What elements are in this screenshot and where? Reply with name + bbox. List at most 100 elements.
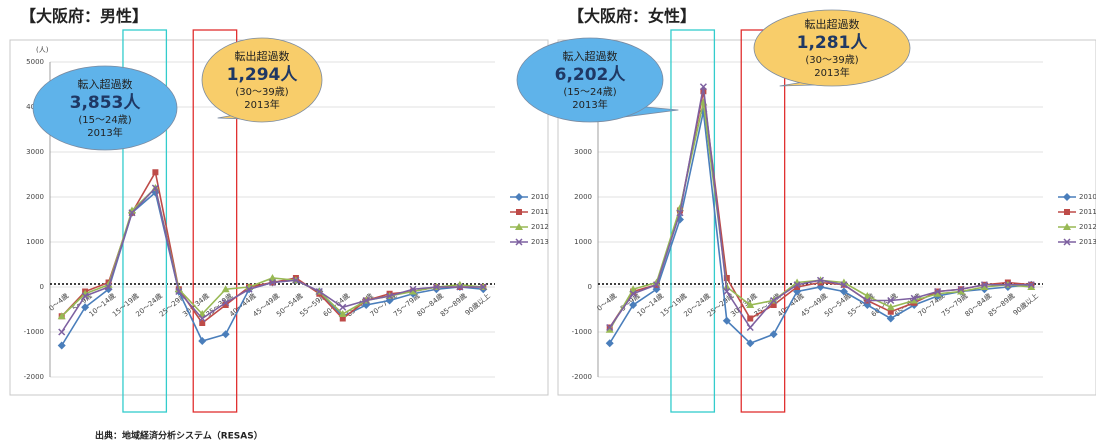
marker: [839, 287, 848, 296]
callout-label: 転出超過数: [805, 17, 860, 31]
callout-age: (30～39歳): [235, 86, 288, 98]
marker: [1027, 283, 1036, 290]
marker: [81, 303, 90, 312]
marker: [746, 301, 755, 308]
marker: [58, 328, 66, 336]
marker: [747, 315, 754, 322]
marker: [746, 339, 755, 348]
marker: [840, 281, 848, 289]
marker: [746, 323, 754, 332]
marker: [1063, 238, 1071, 246]
marker: [516, 209, 522, 215]
callout-fill: [35, 74, 175, 148]
marker: [222, 302, 229, 308]
marker: [245, 285, 253, 293]
marker: [409, 285, 417, 293]
y-tick-label: 0: [588, 283, 592, 291]
y-tick-label: -2000: [572, 373, 592, 381]
callout-age: (30～39歳): [805, 54, 858, 66]
x-tick-label: 90歳以上: [1011, 291, 1040, 317]
marker: [1064, 209, 1070, 215]
highlight-inflow: [670, 29, 716, 413]
callout-label: 転入超過数: [78, 77, 133, 91]
legend-label: 2011: [531, 208, 549, 216]
x-tick-label: 85～89歳: [986, 291, 1016, 318]
marker: [268, 278, 277, 287]
marker: [793, 281, 801, 289]
marker: [887, 296, 895, 305]
highlight-outflow: [192, 29, 238, 413]
y-tick-label: 3000: [574, 148, 592, 156]
y-tick-label: -1000: [572, 328, 592, 336]
marker: [315, 287, 323, 296]
callout-fill: [756, 18, 908, 84]
marker: [980, 283, 989, 290]
marker: [933, 289, 942, 297]
marker: [221, 285, 230, 293]
marker: [1004, 281, 1012, 289]
marker: [605, 339, 614, 348]
marker: [515, 193, 523, 201]
marker: [816, 276, 825, 284]
marker: [57, 312, 66, 320]
marker: [268, 274, 277, 281]
y-tick-label: 2000: [26, 193, 44, 201]
marker: [957, 287, 966, 295]
callout-label: 転入超過数: [563, 49, 618, 63]
marker: [339, 303, 347, 311]
marker: [57, 341, 66, 350]
marker: [81, 292, 89, 300]
y-tick-label: 1000: [574, 238, 592, 246]
legend-label: 2011: [1079, 208, 1096, 216]
marker: [629, 301, 638, 309]
marker: [198, 314, 206, 323]
marker: [605, 325, 614, 333]
legend-label: 2012: [531, 223, 549, 231]
callout-value: 1,294人: [227, 65, 299, 85]
marker: [723, 275, 730, 281]
marker: [722, 316, 731, 325]
legend-label: 2013: [1079, 238, 1096, 246]
x-tick-label: 0～4歳: [595, 291, 618, 313]
marker: [199, 320, 206, 326]
legend-label: 2010: [531, 193, 549, 201]
legend-label: 2013: [531, 238, 549, 246]
callout-year: 2013年: [814, 66, 849, 79]
marker: [221, 330, 230, 339]
x-tick-label: 90歳以上: [463, 291, 492, 317]
marker: [339, 315, 346, 322]
callout-year: 2013年: [87, 126, 122, 139]
marker: [723, 287, 731, 296]
chart-title: 【大阪府：男性】: [20, 7, 148, 26]
marker: [1063, 193, 1071, 201]
callout-age: (15～24歳): [563, 86, 616, 98]
callout-age: (15～24歳): [78, 114, 131, 126]
marker: [128, 209, 136, 217]
marker: [409, 287, 418, 295]
y-tick-label: 1000: [26, 238, 44, 246]
marker: [515, 238, 523, 246]
series-line: [609, 91, 1032, 328]
callout-year: 2013年: [572, 98, 607, 111]
marker: [362, 296, 370, 305]
y-tick-label: 2000: [574, 193, 592, 201]
marker: [1063, 223, 1071, 230]
callout-fill: [519, 46, 661, 120]
highlight-inflow: [122, 29, 168, 413]
marker: [887, 308, 894, 315]
marker: [629, 290, 637, 298]
marker: [769, 330, 778, 339]
marker: [386, 292, 394, 300]
marker: [699, 83, 707, 91]
marker: [432, 283, 440, 291]
chart-panel: 【大阪府：男性】(人)-2000-10000100020003000400050…: [9, 7, 549, 413]
y-tick-label: -2000: [24, 373, 44, 381]
marker: [456, 283, 464, 291]
marker: [886, 314, 895, 323]
y-tick-label: 5000: [26, 58, 44, 66]
y-unit: (人): [36, 46, 49, 54]
legend-label: 2012: [1079, 223, 1096, 231]
marker: [980, 281, 988, 289]
y-tick-label: -1000: [24, 328, 44, 336]
